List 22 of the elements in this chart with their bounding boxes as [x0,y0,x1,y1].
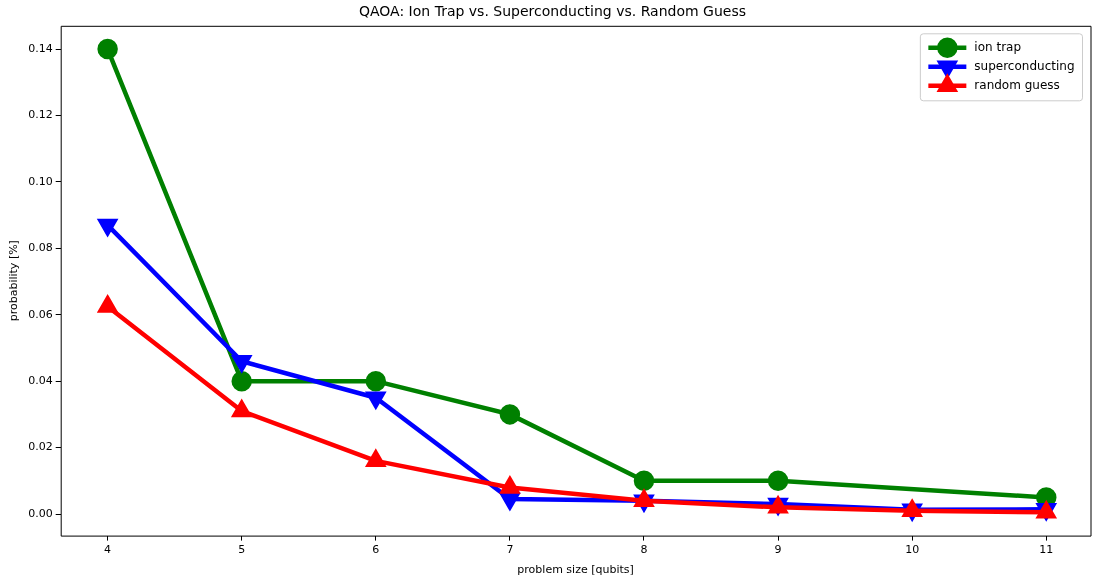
x-tick-label: 9 [774,543,782,557]
x-tick-label: 6 [372,543,380,557]
x-tick-label: 8 [640,543,648,557]
x-tick-label: 10 [905,543,920,557]
y-tick-label: 0.02 [28,440,53,454]
y-tick-label: 0.04 [28,374,53,388]
x-axis-title: problem size [qubits] [517,563,634,577]
y-tick-label: 0.14 [28,41,53,55]
y-tick-label: 0.08 [28,241,53,255]
legend-label: random guess [974,77,1060,92]
x-tick-label: 5 [238,543,246,557]
y-tick-label: 0.06 [28,307,53,321]
y-tick-label: 0.12 [28,108,53,122]
x-tick-label: 4 [104,543,112,557]
legend-label: ion trap [974,39,1022,54]
chart-title: QAOA: Ion Trap vs. Superconducting vs. Random Guess [359,3,746,20]
x-tick-label: 11 [1039,543,1054,557]
legend-label: superconducting [974,58,1075,73]
y-tick-label: 0.10 [28,174,53,188]
x-tick-label: 7 [506,543,514,557]
y-axis-title: probability [%] [7,240,21,322]
y-tick-label: 0.00 [28,506,53,520]
